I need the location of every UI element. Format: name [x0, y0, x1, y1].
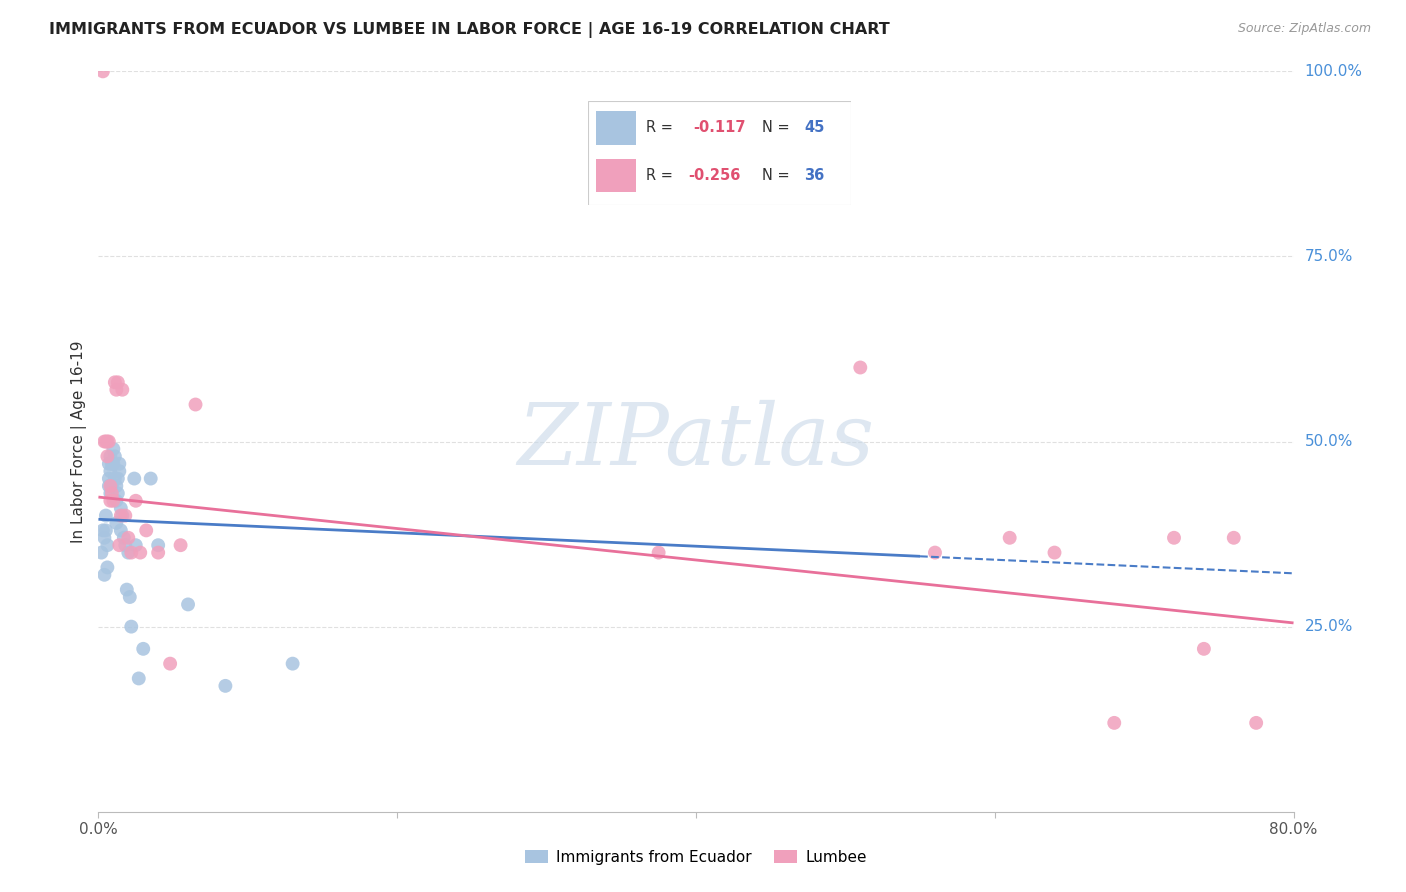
Point — [120, 619, 142, 633]
Point — [98, 493, 122, 508]
Point — [98, 486, 122, 500]
Point — [1163, 531, 1185, 545]
Point — [104, 450, 127, 464]
Point — [108, 457, 131, 471]
Point — [91, 64, 114, 78]
Point — [94, 434, 117, 449]
Point — [148, 538, 170, 552]
Point — [110, 524, 132, 538]
Point — [94, 508, 117, 523]
Point — [111, 383, 134, 397]
Point — [120, 546, 142, 560]
Text: 75.0%: 75.0% — [1305, 249, 1353, 264]
Point — [96, 560, 118, 574]
Point — [129, 546, 152, 560]
Point — [139, 471, 162, 485]
Point — [103, 442, 125, 456]
Text: 25.0%: 25.0% — [1305, 619, 1353, 634]
Point — [148, 546, 170, 560]
Point — [98, 479, 122, 493]
Point — [105, 493, 128, 508]
Point — [97, 479, 120, 493]
Point — [93, 567, 115, 582]
Point — [97, 434, 120, 449]
Point — [1043, 546, 1066, 560]
Point — [998, 531, 1021, 545]
Y-axis label: In Labor Force | Age 16-19: In Labor Force | Age 16-19 — [72, 340, 87, 543]
Legend: Immigrants from Ecuador, Lumbee: Immigrants from Ecuador, Lumbee — [519, 844, 873, 871]
Point — [108, 538, 131, 552]
Point — [114, 508, 136, 523]
Point — [91, 524, 114, 538]
Point — [103, 493, 125, 508]
Point — [184, 397, 207, 411]
Point — [1104, 715, 1126, 730]
Point — [101, 457, 124, 471]
Point — [104, 376, 127, 390]
Point — [96, 538, 118, 552]
Point — [93, 434, 115, 449]
Point — [117, 531, 139, 545]
Point — [96, 434, 118, 449]
Text: IMMIGRANTS FROM ECUADOR VS LUMBEE IN LABOR FORCE | AGE 16-19 CORRELATION CHART: IMMIGRANTS FROM ECUADOR VS LUMBEE IN LAB… — [49, 22, 890, 38]
Point — [101, 486, 124, 500]
Point — [110, 508, 132, 523]
Point — [128, 672, 150, 686]
Point — [115, 582, 138, 597]
Point — [214, 679, 236, 693]
Point — [98, 450, 122, 464]
Point — [111, 508, 134, 523]
Point — [90, 546, 112, 560]
Point — [94, 524, 117, 538]
Point — [125, 538, 148, 552]
Point — [96, 450, 118, 464]
Point — [93, 531, 115, 545]
Point — [112, 531, 135, 545]
Point — [1244, 715, 1267, 730]
Point — [97, 457, 120, 471]
Point — [101, 479, 124, 493]
Text: Source: ZipAtlas.com: Source: ZipAtlas.com — [1237, 22, 1371, 36]
Text: 100.0%: 100.0% — [1305, 64, 1362, 78]
Point — [647, 546, 669, 560]
Point — [849, 360, 872, 375]
Point — [110, 501, 132, 516]
Text: ZIPatlas: ZIPatlas — [517, 401, 875, 483]
Point — [132, 641, 155, 656]
Point — [1192, 641, 1215, 656]
Point — [118, 590, 141, 604]
Point — [104, 471, 127, 485]
Point — [125, 493, 148, 508]
Point — [114, 538, 136, 552]
Point — [159, 657, 181, 671]
Point — [107, 376, 129, 390]
Point — [107, 486, 129, 500]
Point — [1223, 531, 1246, 545]
Point — [135, 524, 157, 538]
Point — [124, 471, 146, 485]
Point — [177, 598, 200, 612]
Point — [107, 471, 129, 485]
Point — [924, 546, 946, 560]
Point — [103, 457, 125, 471]
Point — [117, 546, 139, 560]
Point — [169, 538, 191, 552]
Point — [281, 657, 304, 671]
Point — [105, 516, 128, 530]
Point — [97, 471, 120, 485]
Point — [108, 464, 131, 478]
Point — [105, 479, 128, 493]
Text: 50.0%: 50.0% — [1305, 434, 1353, 449]
Point — [98, 464, 122, 478]
Point — [105, 383, 128, 397]
